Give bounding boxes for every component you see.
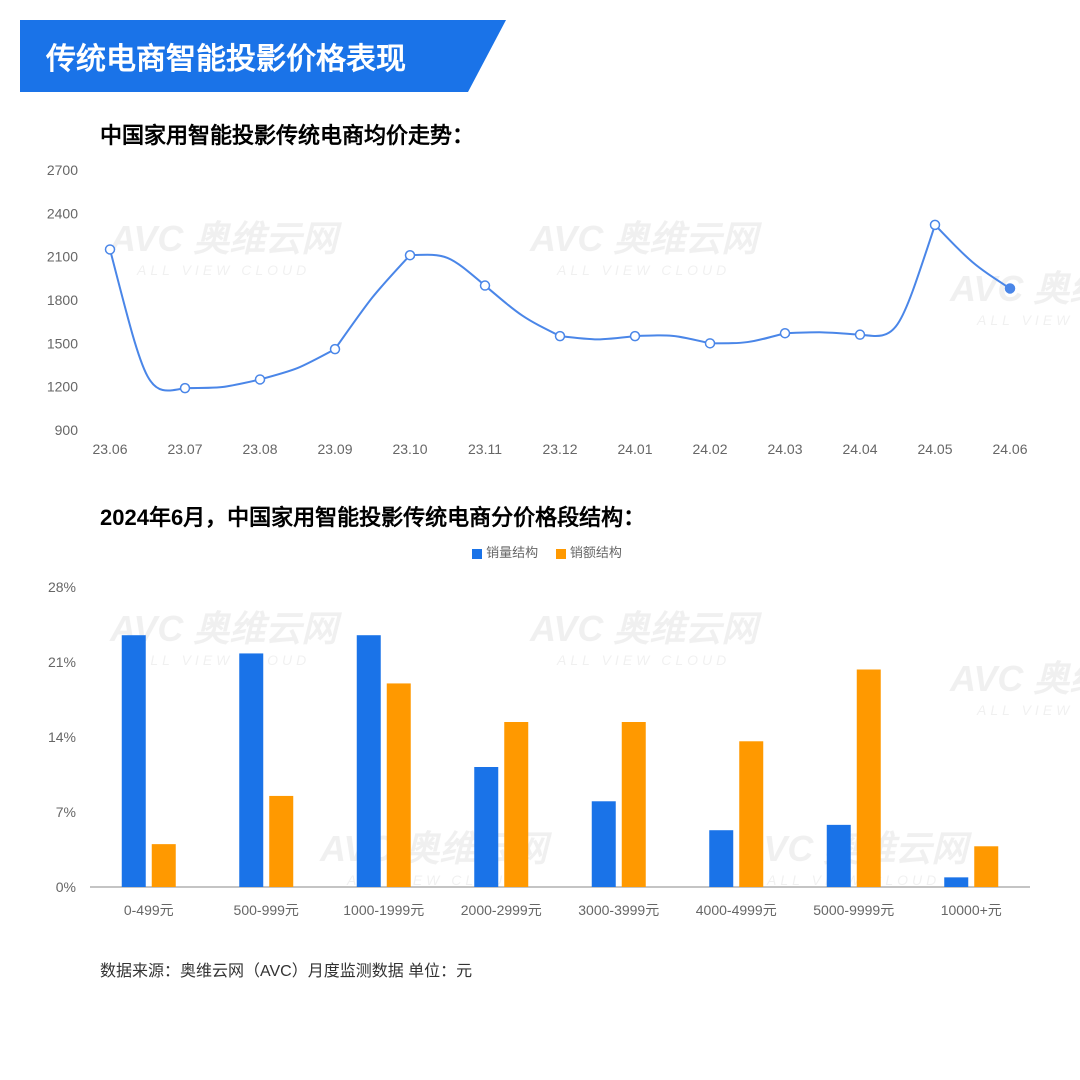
svg-text:7%: 7% bbox=[56, 804, 76, 820]
svg-text:23.09: 23.09 bbox=[317, 441, 352, 457]
svg-text:5000-9999元: 5000-9999元 bbox=[813, 902, 894, 918]
svg-text:23.11: 23.11 bbox=[468, 441, 502, 457]
svg-text:1000-1999元: 1000-1999元 bbox=[343, 902, 424, 918]
svg-text:23.08: 23.08 bbox=[242, 441, 277, 457]
svg-text:10000+元: 10000+元 bbox=[941, 902, 1002, 918]
svg-text:24.03: 24.03 bbox=[767, 441, 802, 457]
svg-text:14%: 14% bbox=[48, 729, 76, 745]
svg-text:2400: 2400 bbox=[47, 205, 78, 221]
bar-chart-svg: 0% 7% 14% 21% 28% 0-499元 500-999元 1000-1999元 200… bbox=[30, 567, 1050, 927]
data-source-footer: 数据来源：奥维云网（AVC）月度监测数据 单位：元 bbox=[100, 957, 1080, 981]
bar-chart-title: 2024年6月，中国家用智能投影传统电商分价格段结构： bbox=[100, 500, 1080, 532]
bar-chart: 0% 7% 14% 21% 28% 0-499元 500-999元 1000-1999元 200… bbox=[30, 567, 1050, 927]
legend-label-b: 销额结构 bbox=[570, 545, 622, 560]
line-chart-title: 中国家用智能投影传统电商均价走势： bbox=[100, 118, 1080, 150]
svg-text:23.06: 23.06 bbox=[92, 441, 127, 457]
svg-text:3000-3999元: 3000-3999元 bbox=[578, 902, 659, 918]
svg-text:24.05: 24.05 bbox=[917, 441, 952, 457]
svg-text:24.06: 24.06 bbox=[992, 441, 1027, 457]
svg-text:1500: 1500 bbox=[47, 335, 78, 351]
svg-text:28%: 28% bbox=[48, 579, 76, 595]
svg-text:2700: 2700 bbox=[47, 162, 78, 178]
svg-text:0%: 0% bbox=[56, 879, 76, 895]
svg-text:500-999元: 500-999元 bbox=[234, 902, 299, 918]
bar-chart-legend: 销量结构 销额结构 bbox=[0, 542, 1080, 561]
line-chart: 900 1200 1500 1800 2100 2400 2700 23.06 23.07 23.… bbox=[30, 160, 1050, 460]
svg-text:24.01: 24.01 bbox=[617, 441, 652, 457]
svg-text:23.07: 23.07 bbox=[167, 441, 202, 457]
svg-text:2100: 2100 bbox=[47, 249, 78, 265]
svg-text:1200: 1200 bbox=[47, 379, 78, 395]
svg-text:4000-4999元: 4000-4999元 bbox=[696, 902, 777, 918]
legend-swatch-b bbox=[556, 549, 566, 559]
line-chart-svg: 900 1200 1500 1800 2100 2400 2700 23.06 23.07 23.… bbox=[30, 160, 1050, 460]
legend-label-a: 销量结构 bbox=[486, 545, 538, 560]
svg-text:2000-2999元: 2000-2999元 bbox=[461, 902, 542, 918]
svg-text:900: 900 bbox=[55, 422, 79, 438]
svg-text:1800: 1800 bbox=[47, 292, 78, 308]
svg-text:23.12: 23.12 bbox=[542, 441, 577, 457]
svg-text:21%: 21% bbox=[48, 654, 76, 670]
svg-text:0-499元: 0-499元 bbox=[124, 902, 174, 918]
legend-swatch-a bbox=[472, 549, 482, 559]
svg-text:24.04: 24.04 bbox=[842, 441, 877, 457]
page-title-bar: 传统电商智能投影价格表现 bbox=[20, 20, 506, 92]
svg-text:23.10: 23.10 bbox=[392, 441, 427, 457]
svg-text:24.02: 24.02 bbox=[692, 441, 727, 457]
